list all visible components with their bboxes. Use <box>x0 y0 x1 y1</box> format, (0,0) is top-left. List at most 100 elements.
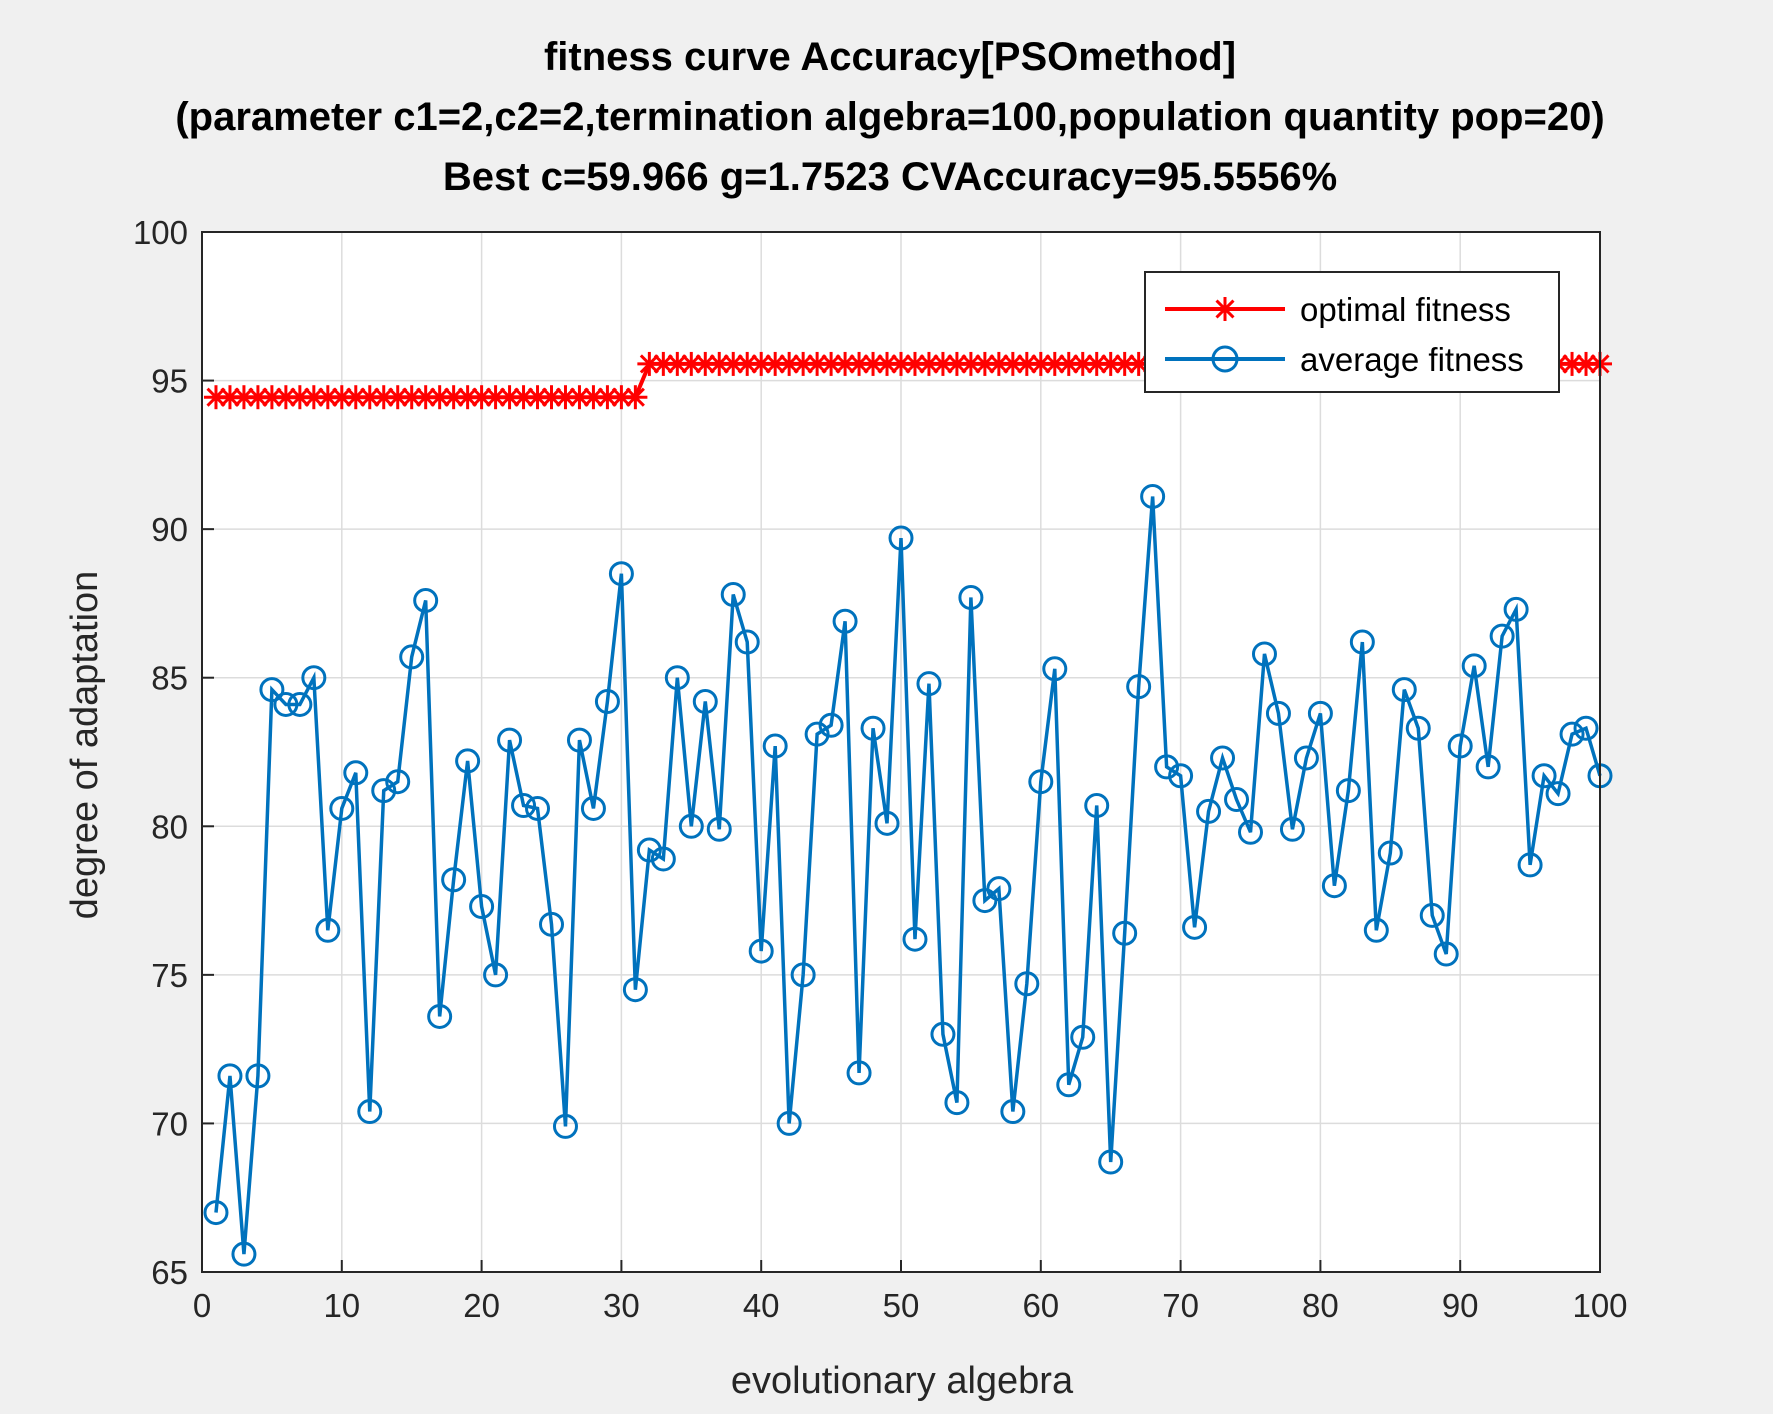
optimal-fitness-point <box>357 385 382 410</box>
average-fitness-point <box>1112 920 1138 946</box>
average-fitness-point <box>594 688 620 714</box>
average-fitness-point <box>1293 745 1319 771</box>
average-fitness-point <box>1196 798 1222 824</box>
average-fitness-point <box>1461 653 1487 679</box>
optimal-fitness-point <box>287 385 312 410</box>
average-fitness-point <box>315 917 341 943</box>
average-fitness-point <box>1447 733 1473 759</box>
average-fitness-point <box>343 760 369 786</box>
title-line-1: fitness curve Accuracy[PSOmethod] <box>544 35 1236 79</box>
average-fitness-point <box>678 813 704 839</box>
title-line-3: Best c=59.966 g=1.7523 CVAccuracy=95.555… <box>443 155 1337 199</box>
average-fitness-point <box>1391 677 1417 703</box>
average-fitness-point <box>1377 840 1403 866</box>
average-fitness-point <box>203 1200 229 1226</box>
average-fitness-point <box>930 1021 956 1047</box>
optimal-fitness-point <box>595 385 620 410</box>
average-fitness-point <box>385 769 411 795</box>
optimal-fitness-point <box>385 385 410 410</box>
average-fitness-point <box>1251 641 1277 667</box>
y-tick-label: 90 <box>151 511 188 548</box>
optimal-fitness-point <box>609 385 634 410</box>
average-fitness-point <box>1084 792 1110 818</box>
average-fitness-point <box>287 691 313 717</box>
average-fitness-point <box>1098 1149 1124 1175</box>
average-fitness-point <box>818 712 844 738</box>
average-fitness-point <box>720 582 746 608</box>
x-tick-label: 80 <box>1302 1287 1339 1324</box>
average-fitness-point <box>622 977 648 1003</box>
average-fitness-point <box>734 629 760 655</box>
optimal-fitness-point <box>623 385 648 410</box>
x-ticks: 0 10 20 30 40 50 60 70 80 90 100 <box>193 1260 1628 1324</box>
average-fitness-point <box>608 561 634 587</box>
average-fitness-point <box>357 1099 383 1125</box>
optimal-fitness-point <box>944 351 969 376</box>
average-fitness-point <box>1363 917 1389 943</box>
optimal-fitness-point <box>889 351 913 376</box>
legend-optimal-marker <box>1213 297 1237 321</box>
average-fitness-point <box>1573 715 1599 741</box>
average-fitness-point <box>762 733 788 759</box>
average-fitness-point <box>832 608 858 634</box>
average-fitness-point <box>483 962 509 988</box>
average-fitness-line <box>214 496 1602 1255</box>
average-fitness-point <box>1056 1072 1082 1098</box>
optimal-fitness-point <box>902 351 927 376</box>
average-fitness-point <box>1224 787 1250 813</box>
average-fitness-point <box>1531 763 1557 789</box>
optimal-fitness-point <box>651 351 676 376</box>
average-fitness-point <box>1405 715 1431 741</box>
average-fitness-point <box>525 795 551 821</box>
x-tick-label: 0 <box>193 1287 211 1324</box>
average-fitness-point <box>245 1063 271 1089</box>
y-axis-label: degree of adaptation <box>64 571 106 920</box>
average-fitness-point <box>1321 873 1347 899</box>
average-fitness-point <box>497 727 523 753</box>
average-fitness-point <box>1014 971 1040 997</box>
average-fitness-point <box>958 584 984 610</box>
average-fitness-point <box>1028 769 1054 795</box>
average-fitness-point <box>860 715 886 741</box>
average-fitness-point <box>986 876 1012 902</box>
average-fitness-point <box>1433 941 1459 967</box>
average-fitness-point <box>1559 721 1585 747</box>
average-fitness-point <box>566 727 592 753</box>
average-fitness-point <box>804 721 830 747</box>
y-tick-label: 80 <box>151 808 188 845</box>
average-fitness-point <box>1489 623 1515 649</box>
x-tick-label: 50 <box>883 1287 920 1324</box>
x-tick-label: 100 <box>1572 1287 1627 1324</box>
optimal-fitness-point <box>916 351 941 376</box>
average-fitness-point <box>944 1090 970 1116</box>
average-fitness-point <box>706 816 732 842</box>
average-fitness-point <box>413 587 439 613</box>
x-tick-label: 40 <box>743 1287 780 1324</box>
average-fitness-point <box>916 671 942 697</box>
average-fitness-point <box>1042 656 1068 682</box>
average-fitness-point <box>636 837 662 863</box>
legend-box <box>1144 271 1560 393</box>
average-fitness-point <box>1070 1024 1096 1050</box>
average-fitness-point <box>748 938 774 964</box>
optimal-fitness-point <box>1112 351 1137 376</box>
optimal-fitness-point <box>665 351 690 376</box>
average-fitness-point <box>1140 483 1166 509</box>
average-fitness-point <box>469 894 495 920</box>
optimal-fitness-point <box>1014 351 1039 376</box>
average-fitness-point <box>427 1003 453 1029</box>
average-fitness-point <box>231 1241 257 1267</box>
average-fitness-point <box>902 926 928 952</box>
y-ticks: 65 70 75 80 85 90 95 100 <box>133 214 214 1291</box>
x-tick-label: 70 <box>1162 1287 1199 1324</box>
optimal-fitness-point <box>217 385 242 410</box>
title-line-2: (parameter c1=2,c2=2,termination algebra… <box>175 95 1604 139</box>
average-fitness-point <box>1335 778 1361 804</box>
x-axis-label: evolutionary algebra <box>731 1360 1074 1402</box>
legend-average-marker <box>1211 345 1239 373</box>
average-fitness-point <box>329 795 355 821</box>
y-tick-label: 95 <box>151 363 188 400</box>
average-fitness-point <box>650 846 676 872</box>
average-fitness-point <box>399 644 425 670</box>
y-tick-label: 65 <box>151 1254 188 1291</box>
